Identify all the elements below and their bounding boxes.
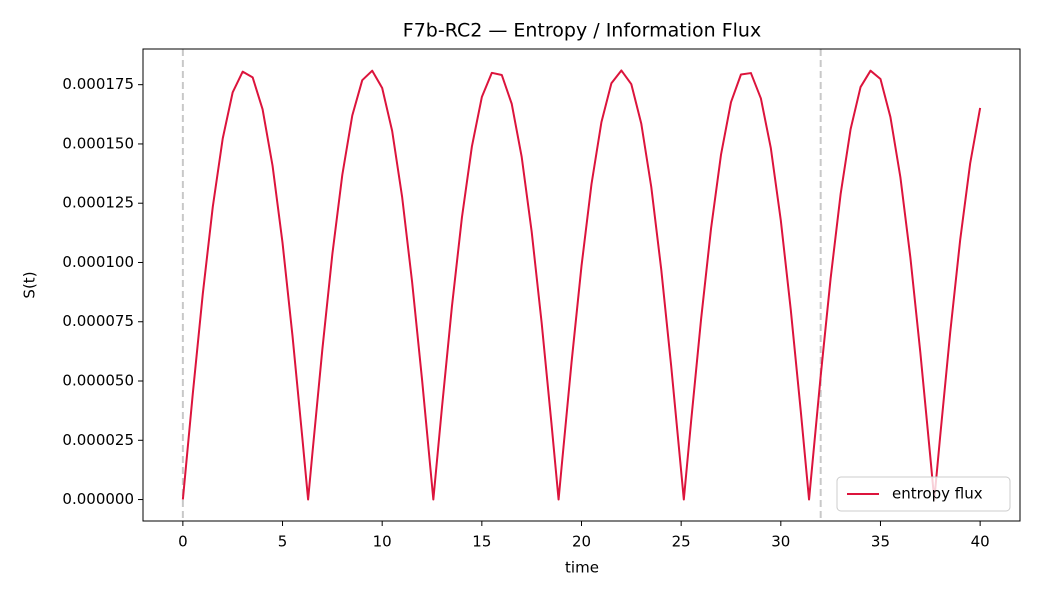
x-tick-label: 15: [472, 533, 491, 551]
x-axis-label: time: [565, 559, 599, 577]
y-tick-label: 0.000125: [62, 194, 134, 212]
x-tick-label: 40: [971, 533, 990, 551]
x-tick-label: 35: [871, 533, 890, 551]
y-tick-label: 0.000000: [62, 490, 134, 508]
legend-box: [836, 476, 1011, 512]
x-tick-label: 10: [373, 533, 392, 551]
plot-frame: [142, 48, 1021, 522]
y-tick-label: 0.000150: [62, 134, 134, 152]
y-tick-label: 0.000175: [62, 75, 134, 93]
y-tick-label: 0.000050: [62, 372, 134, 390]
y-tick-label: 0.000075: [62, 312, 134, 330]
x-tick-label: 25: [672, 533, 691, 551]
x-tick-label: 20: [572, 533, 591, 551]
y-axis-label: S(t): [21, 271, 39, 298]
x-tick-label: 30: [771, 533, 790, 551]
x-tick-label: 5: [278, 533, 288, 551]
y-tick-label: 0.000100: [62, 253, 134, 271]
x-tick-label: 0: [178, 533, 188, 551]
data-line: [181, 69, 982, 501]
chart-title: F7b-RC2 — Entropy / Information Flux: [403, 20, 761, 42]
y-tick-label: 0.000025: [62, 431, 134, 449]
legend-label: entropy flux: [892, 485, 983, 503]
